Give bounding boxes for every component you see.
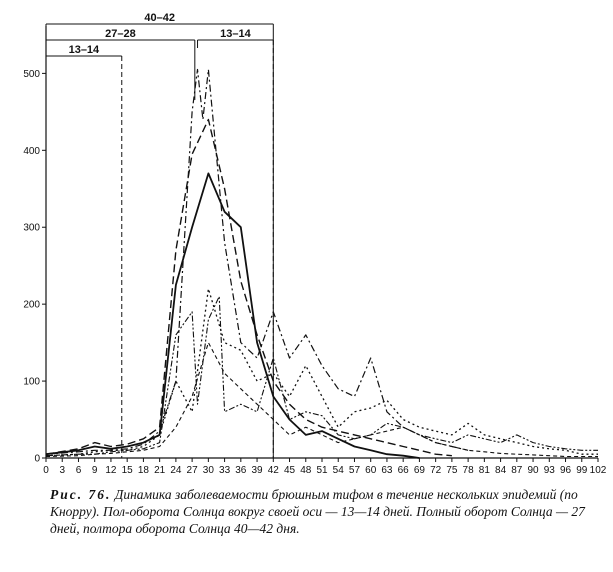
caption-text: Динамика заболеваемости брюшным тифом в …: [50, 487, 585, 536]
series-line-4: [45, 288, 598, 457]
x-tick-label: 45: [284, 465, 296, 476]
series-line-1: [45, 172, 420, 459]
x-tick-label: 75: [446, 465, 458, 476]
x-tick-label: 36: [235, 465, 247, 476]
x-tick-label: 87: [511, 465, 523, 476]
x-tick-label: 69: [414, 465, 426, 476]
x-tick-label: 42: [268, 465, 280, 476]
y-tick-label: 0: [34, 454, 40, 465]
x-tick-label: 27: [187, 465, 199, 476]
x-tick-label: 30: [203, 465, 215, 476]
x-tick-label: 51: [316, 465, 328, 476]
figure-label: Рис. 76.: [50, 487, 112, 502]
series-line-5: [45, 295, 598, 457]
x-tick-label: 96: [560, 465, 572, 476]
series-line-3: [45, 68, 469, 455]
x-tick-label: 93: [544, 465, 556, 476]
x-tick-label: 0: [43, 465, 49, 476]
x-tick-label: 21: [154, 465, 166, 476]
x-tick-label: 60: [365, 465, 377, 476]
x-tick-label: 54: [333, 465, 345, 476]
y-tick-label: 100: [23, 377, 40, 388]
x-tick-label: 3: [59, 465, 65, 476]
x-tick-label: 39: [251, 465, 263, 476]
x-tick-label: 12: [105, 465, 117, 476]
x-tick-label: 6: [76, 465, 82, 476]
x-tick-label: 102: [590, 465, 607, 476]
x-tick-label: 18: [138, 465, 150, 476]
axes: [42, 26, 599, 462]
y-tick-label: 500: [23, 69, 40, 80]
x-tick-label: 90: [527, 465, 539, 476]
series-line-2: [45, 118, 452, 457]
y-tick-label: 300: [23, 223, 40, 234]
y-tick-label: 200: [23, 300, 40, 311]
x-tick-label: 84: [495, 465, 507, 476]
x-tick-label: 48: [300, 465, 312, 476]
period-brackets: 40–42 27–28 13–14 13–14: [45, 12, 274, 458]
series-line-6: [45, 342, 598, 458]
series-lines: [45, 68, 598, 459]
bracket-label: 40–42: [144, 12, 175, 24]
x-tick-label: 66: [398, 465, 410, 476]
bracket-label: 13–14: [220, 28, 251, 40]
bracket-label: 27–28: [105, 28, 136, 40]
y-tick-label: 400: [23, 146, 40, 157]
x-tick-label: 9: [92, 465, 98, 476]
x-tick-label: 78: [463, 465, 475, 476]
x-tick-label: 99: [576, 465, 588, 476]
x-tick-label: 57: [349, 465, 361, 476]
x-tick-label: 33: [219, 465, 231, 476]
bracket-label: 13–14: [69, 44, 100, 56]
figure-caption: Рис. 76. Динамика заболеваемости брюшным…: [50, 486, 595, 537]
x-tick-label: 63: [381, 465, 393, 476]
x-tick-label: 72: [430, 465, 442, 476]
x-tick-label: 81: [479, 465, 491, 476]
x-tick-label: 15: [122, 465, 134, 476]
x-tick-label: 24: [170, 465, 182, 476]
